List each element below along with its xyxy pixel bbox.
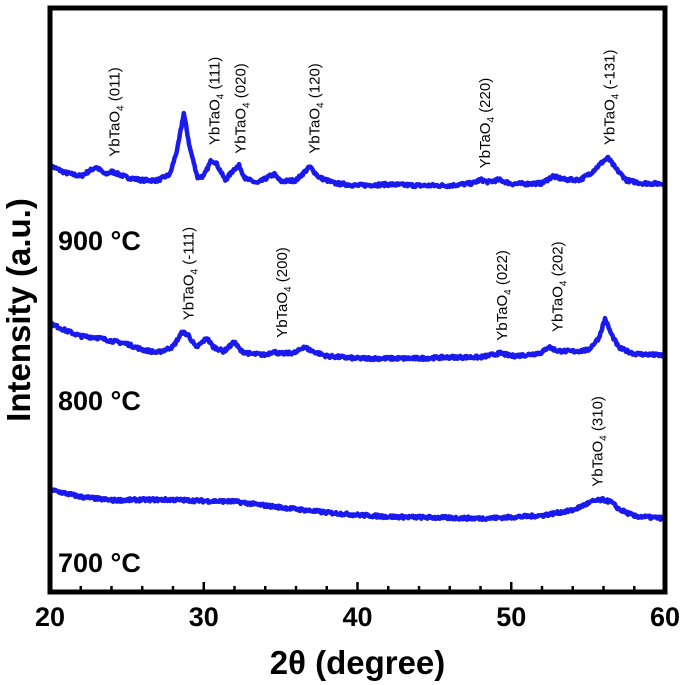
y-axis-title: Intensity (a.u.): [0, 198, 37, 422]
x-tick-label: 20: [35, 602, 65, 632]
peak-label-11: YbTaO4 (310): [589, 396, 609, 487]
peak-annotations: YbTaO4 (011) YbTaO4 (111) YbTaO4 (020) YbTa…: [107, 49, 622, 486]
x-tick-label: 60: [650, 602, 680, 632]
series-label-1: 900 °C: [58, 226, 141, 256]
peak-label-3: YbTaO4 (020): [233, 63, 253, 154]
peak-label-5: YbTaO4 (220): [477, 78, 497, 169]
peak-label-1: YbTaO4 (011): [107, 67, 127, 157]
x-tick-label: 40: [342, 602, 372, 632]
series-line-1: [47, 110, 667, 190]
peak-label-4: YbTaO4 (120): [307, 63, 327, 154]
peak-label-10: YbTaO4 (202): [549, 241, 569, 332]
series-line-2: [47, 315, 667, 363]
series-label-3: 700 °C: [58, 548, 141, 578]
series-temperature-labels: 900 °C 800 °C 700 °C: [58, 226, 141, 578]
x-tick-label: 50: [496, 602, 526, 632]
peak-label-6: YbTaO4 (-131): [602, 49, 622, 145]
series-label-2: 800 °C: [58, 386, 141, 416]
series-line-3: [48, 486, 667, 523]
x-axis-ticks: 20 30 40 50 60: [35, 582, 680, 632]
series-lines: [47, 110, 667, 523]
peak-label-8: YbTaO4 (200): [274, 247, 294, 338]
peak-label-7: YbTaO4 (-111): [180, 227, 200, 320]
x-tick-label: 30: [189, 602, 219, 632]
peak-label-9: YbTaO4 (022): [494, 250, 514, 341]
plot-frame: [47, 5, 668, 595]
peak-label-2: YbTaO4 (111): [207, 57, 227, 145]
x-axis-title: 2θ (degree): [270, 644, 446, 681]
